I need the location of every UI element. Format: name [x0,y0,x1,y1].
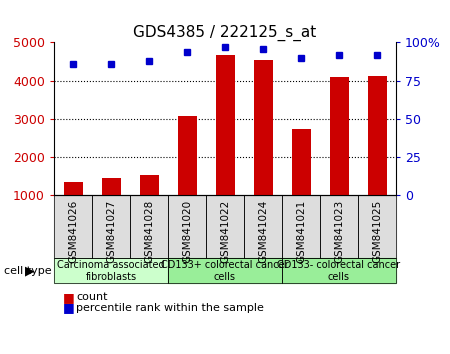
Bar [177,115,197,233]
Text: ■: ■ [63,302,75,314]
Bar [253,60,273,233]
Text: percentile rank within the sample: percentile rank within the sample [76,303,265,313]
Text: count: count [76,292,108,302]
Bar [368,76,387,233]
Bar [63,182,82,233]
Text: ■: ■ [63,291,75,304]
Text: CD133+ colorectal cancer
cells: CD133+ colorectal cancer cells [161,260,289,282]
Text: Carcinoma associated
fibroblasts: Carcinoma associated fibroblasts [57,260,165,282]
Bar [140,175,158,233]
Bar [329,78,348,233]
Bar [102,178,121,233]
Title: GDS4385 / 222125_s_at: GDS4385 / 222125_s_at [133,25,317,41]
Text: CD133- colorectal cancer
cells: CD133- colorectal cancer cells [278,260,400,282]
Text: cell type: cell type [4,266,52,276]
Bar [292,129,310,233]
Bar [216,56,234,233]
Text: ▶: ▶ [25,264,34,277]
